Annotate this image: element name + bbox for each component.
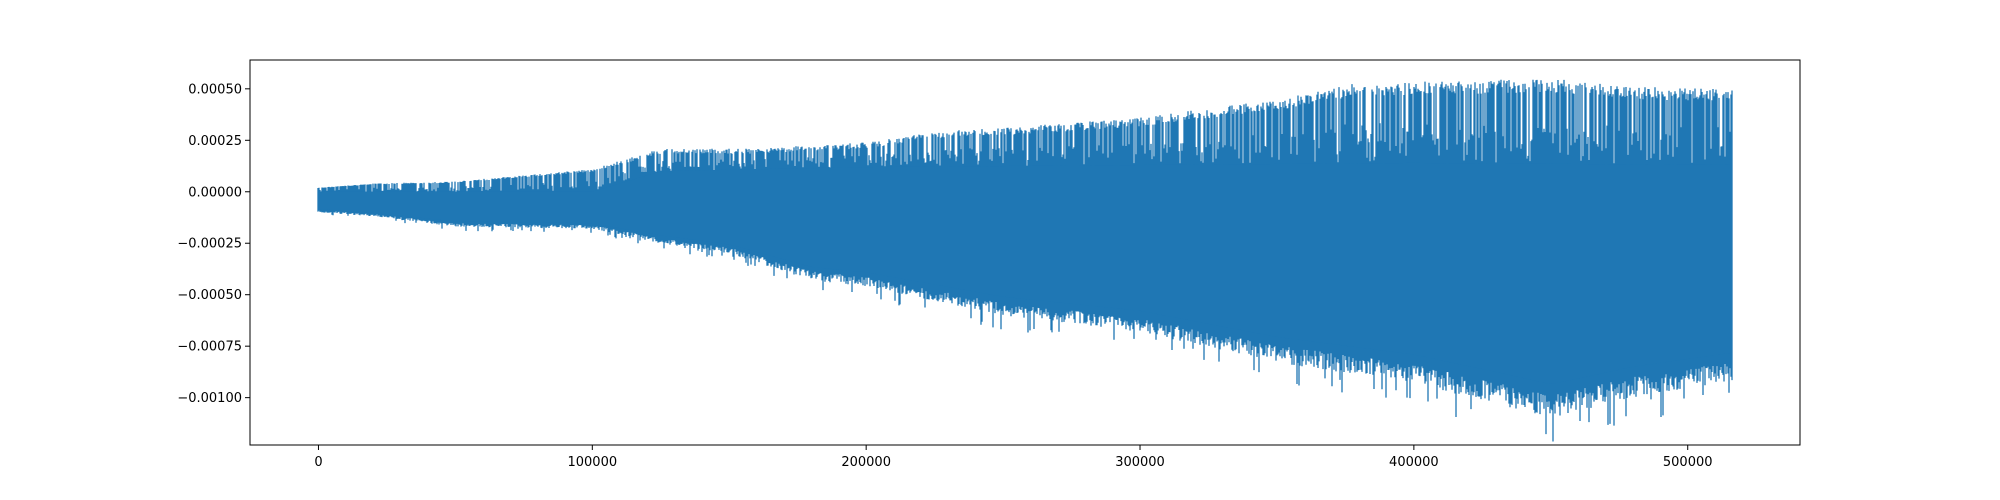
y-tick-label: −0.00075 bbox=[177, 340, 242, 355]
y-tick-label: 0.00050 bbox=[188, 82, 242, 97]
plot-area bbox=[317, 79, 1733, 442]
x-tick-label: 200000 bbox=[841, 455, 891, 470]
x-tick-label: 100000 bbox=[567, 455, 617, 470]
y-tick-label: −0.00100 bbox=[177, 391, 242, 406]
y-axis: 0.00050 0.00025 0.00000 −0.00025 −0.00050 −0.… bbox=[177, 82, 250, 406]
y-tick-label: 0.00000 bbox=[188, 185, 242, 200]
y-tick-label: −0.00025 bbox=[177, 237, 242, 252]
x-tick-label: 300000 bbox=[1115, 455, 1165, 470]
x-tick-label: 400000 bbox=[1389, 455, 1439, 470]
axes-frame bbox=[249, 59, 1801, 446]
x-tick-label: 500000 bbox=[1663, 455, 1713, 470]
y-tick-label: −0.00050 bbox=[177, 288, 242, 303]
y-tick-label: 0.00025 bbox=[188, 134, 242, 149]
x-tick-label: 0 bbox=[314, 455, 322, 470]
series-fill bbox=[318, 162, 1732, 384]
x-axis: 0 100000 200000 300000 400000 500000 bbox=[314, 445, 1713, 470]
